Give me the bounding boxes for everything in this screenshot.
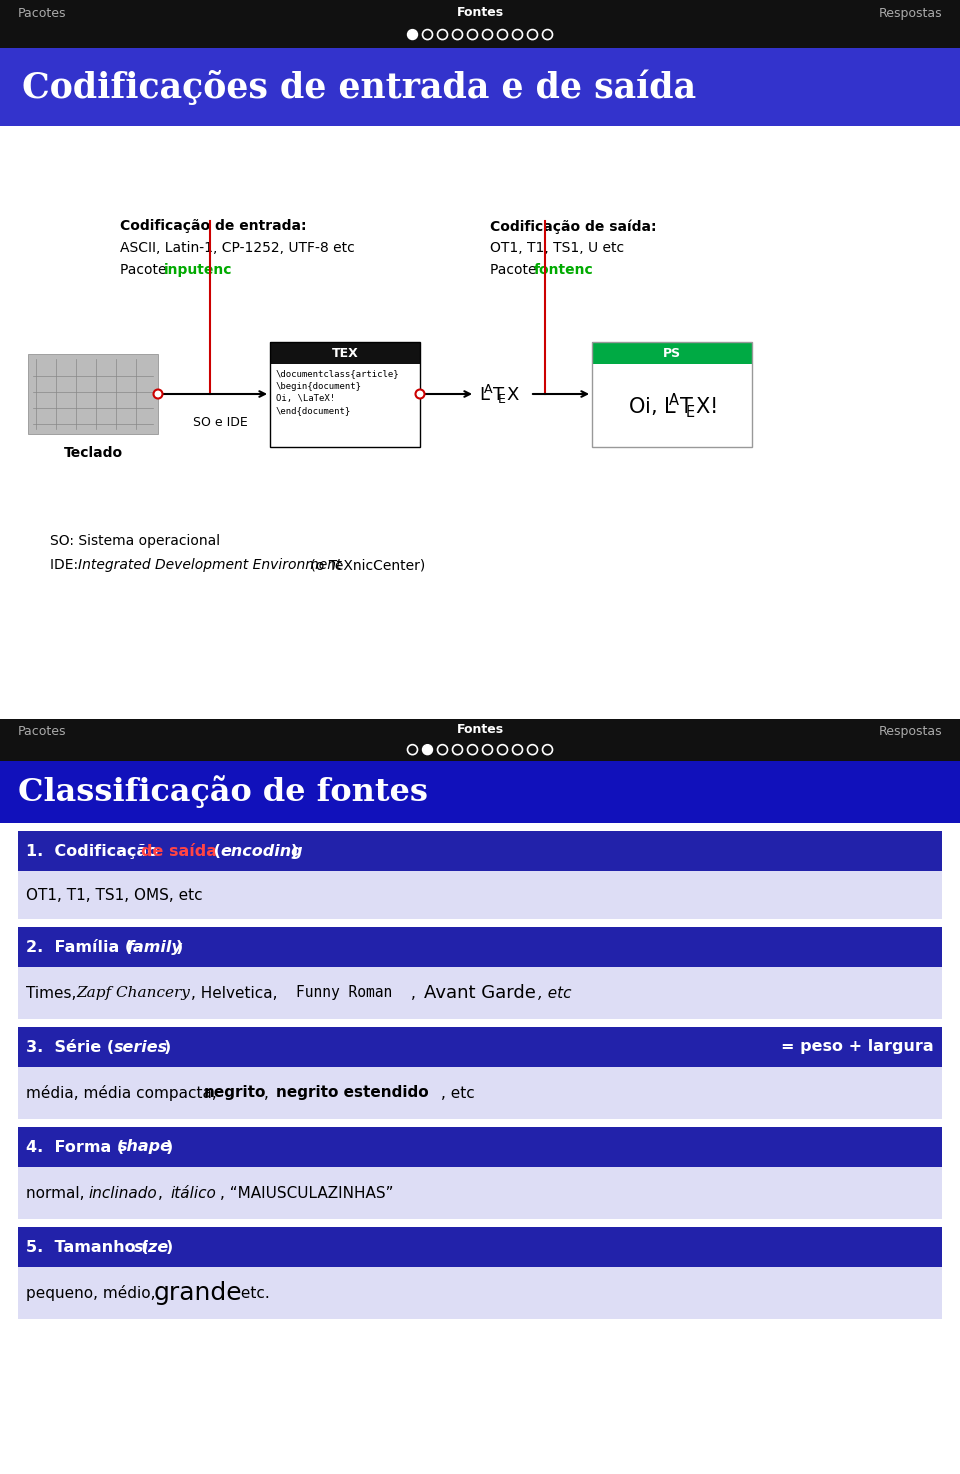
Text: SO: Sistema operacional: SO: Sistema operacional — [50, 534, 220, 548]
Text: size: size — [134, 1240, 169, 1254]
Text: Funny Roman: Funny Roman — [296, 986, 393, 1001]
Text: grande: grande — [154, 1281, 243, 1304]
Text: ): ) — [164, 1039, 171, 1054]
Bar — [18, 1167, 942, 1219]
Text: Codificação de saída:: Codificação de saída: — [490, 220, 657, 233]
Text: 5.  Tamanho (: 5. Tamanho ( — [26, 1240, 149, 1254]
Text: média, média compacta,: média, média compacta, — [26, 1085, 222, 1101]
Text: , etc: , etc — [538, 986, 571, 1001]
Text: ,: , — [158, 1185, 168, 1200]
Bar — [0, 761, 960, 822]
Text: OT1, T1, TS1, U etc: OT1, T1, TS1, U etc — [490, 242, 624, 255]
Bar — [18, 871, 942, 918]
Bar — [18, 831, 942, 871]
Bar — [18, 1027, 942, 1067]
Text: normal,: normal, — [26, 1185, 89, 1200]
Text: family: family — [126, 939, 181, 955]
Text: shape: shape — [118, 1139, 172, 1154]
Text: ): ) — [166, 1139, 173, 1154]
Text: fontenc: fontenc — [534, 262, 593, 277]
Text: Oi, L$\!\!^{\rm A}$T$\!\!_{\rm E}$X!: Oi, L$\!\!^{\rm A}$T$\!\!_{\rm E}$X! — [628, 391, 716, 420]
Bar — [592, 342, 752, 364]
Text: Pacotes: Pacotes — [18, 725, 66, 738]
Text: ASCII, Latin-1, CP-1252, UTF-8 etc: ASCII, Latin-1, CP-1252, UTF-8 etc — [120, 242, 355, 255]
Text: de saída: de saída — [141, 843, 217, 858]
Text: encoding: encoding — [220, 843, 302, 858]
Bar — [270, 342, 420, 447]
Text: series: series — [114, 1039, 168, 1054]
Text: TEX: TEX — [331, 346, 358, 360]
Bar — [0, 0, 960, 49]
Text: 3.  Série (: 3. Série ( — [26, 1039, 114, 1054]
Text: 4.  Forma (: 4. Forma ( — [26, 1139, 124, 1154]
Text: , Helvetica,: , Helvetica, — [191, 986, 282, 1001]
Text: Times,: Times, — [26, 986, 82, 1001]
Bar — [18, 927, 942, 967]
Bar — [270, 364, 420, 447]
Text: Avant Garde: Avant Garde — [424, 985, 536, 1002]
Text: inclinado: inclinado — [88, 1185, 156, 1200]
Text: \documentclass{article}
\begin{document}
Oi, \LaTeX!
\end{document}: \documentclass{article} \begin{document}… — [276, 368, 399, 416]
Text: 1.  Codificação: 1. Codificação — [26, 843, 164, 858]
Text: , “MAIUSCULAZINHAS”: , “MAIUSCULAZINHAS” — [220, 1185, 394, 1200]
Circle shape — [422, 744, 433, 755]
Text: (: ( — [208, 843, 221, 858]
Text: Respostas: Respostas — [878, 725, 942, 738]
Text: Pacote: Pacote — [490, 262, 540, 277]
Bar — [270, 342, 420, 364]
Bar — [0, 49, 960, 125]
Text: SO e IDE: SO e IDE — [193, 416, 248, 429]
Bar — [28, 354, 158, 433]
Circle shape — [154, 389, 162, 398]
Text: Integrated Development Environment: Integrated Development Environment — [78, 559, 342, 572]
Text: Zapf Chancery: Zapf Chancery — [76, 986, 190, 999]
Text: Respostas: Respostas — [878, 7, 942, 21]
Bar — [18, 967, 942, 1019]
Text: 2.  Família (: 2. Família ( — [26, 939, 132, 955]
Text: ,: , — [411, 986, 420, 1001]
Text: L$\!\!^{\rm A}$T$\!\!_{\rm E}$X: L$\!\!^{\rm A}$T$\!\!_{\rm E}$X — [479, 382, 520, 405]
Text: ): ) — [166, 1240, 173, 1254]
Text: ): ) — [176, 939, 183, 955]
Text: , etc: , etc — [441, 1085, 475, 1101]
Text: IDE:: IDE: — [50, 559, 83, 572]
Bar — [18, 1067, 942, 1119]
Text: Fontes: Fontes — [456, 6, 504, 19]
Text: inputenc: inputenc — [164, 262, 232, 277]
Text: Pacote: Pacote — [120, 262, 171, 277]
Bar — [18, 1226, 942, 1268]
Text: etc.: etc. — [236, 1285, 270, 1300]
Text: negrito estendido: negrito estendido — [276, 1085, 428, 1101]
Bar — [592, 364, 752, 447]
Text: ): ) — [291, 843, 299, 858]
Text: = peso + largura: = peso + largura — [781, 1039, 934, 1054]
Text: Classificação de fontes: Classificação de fontes — [18, 775, 428, 808]
Text: PS: PS — [663, 346, 681, 360]
Text: itálico: itálico — [170, 1185, 216, 1200]
Circle shape — [416, 389, 424, 398]
Text: Pacotes: Pacotes — [18, 7, 66, 21]
Bar — [592, 342, 752, 447]
Text: negrito: negrito — [204, 1085, 266, 1101]
Circle shape — [407, 29, 418, 40]
Text: Codificação de entrada:: Codificação de entrada: — [120, 220, 306, 233]
Bar — [18, 1268, 942, 1319]
Bar — [0, 719, 960, 761]
Text: ,: , — [264, 1085, 274, 1101]
Text: (o TeXnicCenter): (o TeXnicCenter) — [306, 559, 425, 572]
Text: Codificações de entrada e de saída: Codificações de entrada e de saída — [22, 69, 696, 105]
Bar — [18, 1128, 942, 1167]
Text: OT1, T1, TS1, OMS, etc: OT1, T1, TS1, OMS, etc — [26, 887, 203, 902]
Text: Teclado: Teclado — [63, 447, 123, 460]
Text: pequeno, médio,: pequeno, médio, — [26, 1285, 160, 1302]
Text: Fontes: Fontes — [456, 722, 504, 736]
